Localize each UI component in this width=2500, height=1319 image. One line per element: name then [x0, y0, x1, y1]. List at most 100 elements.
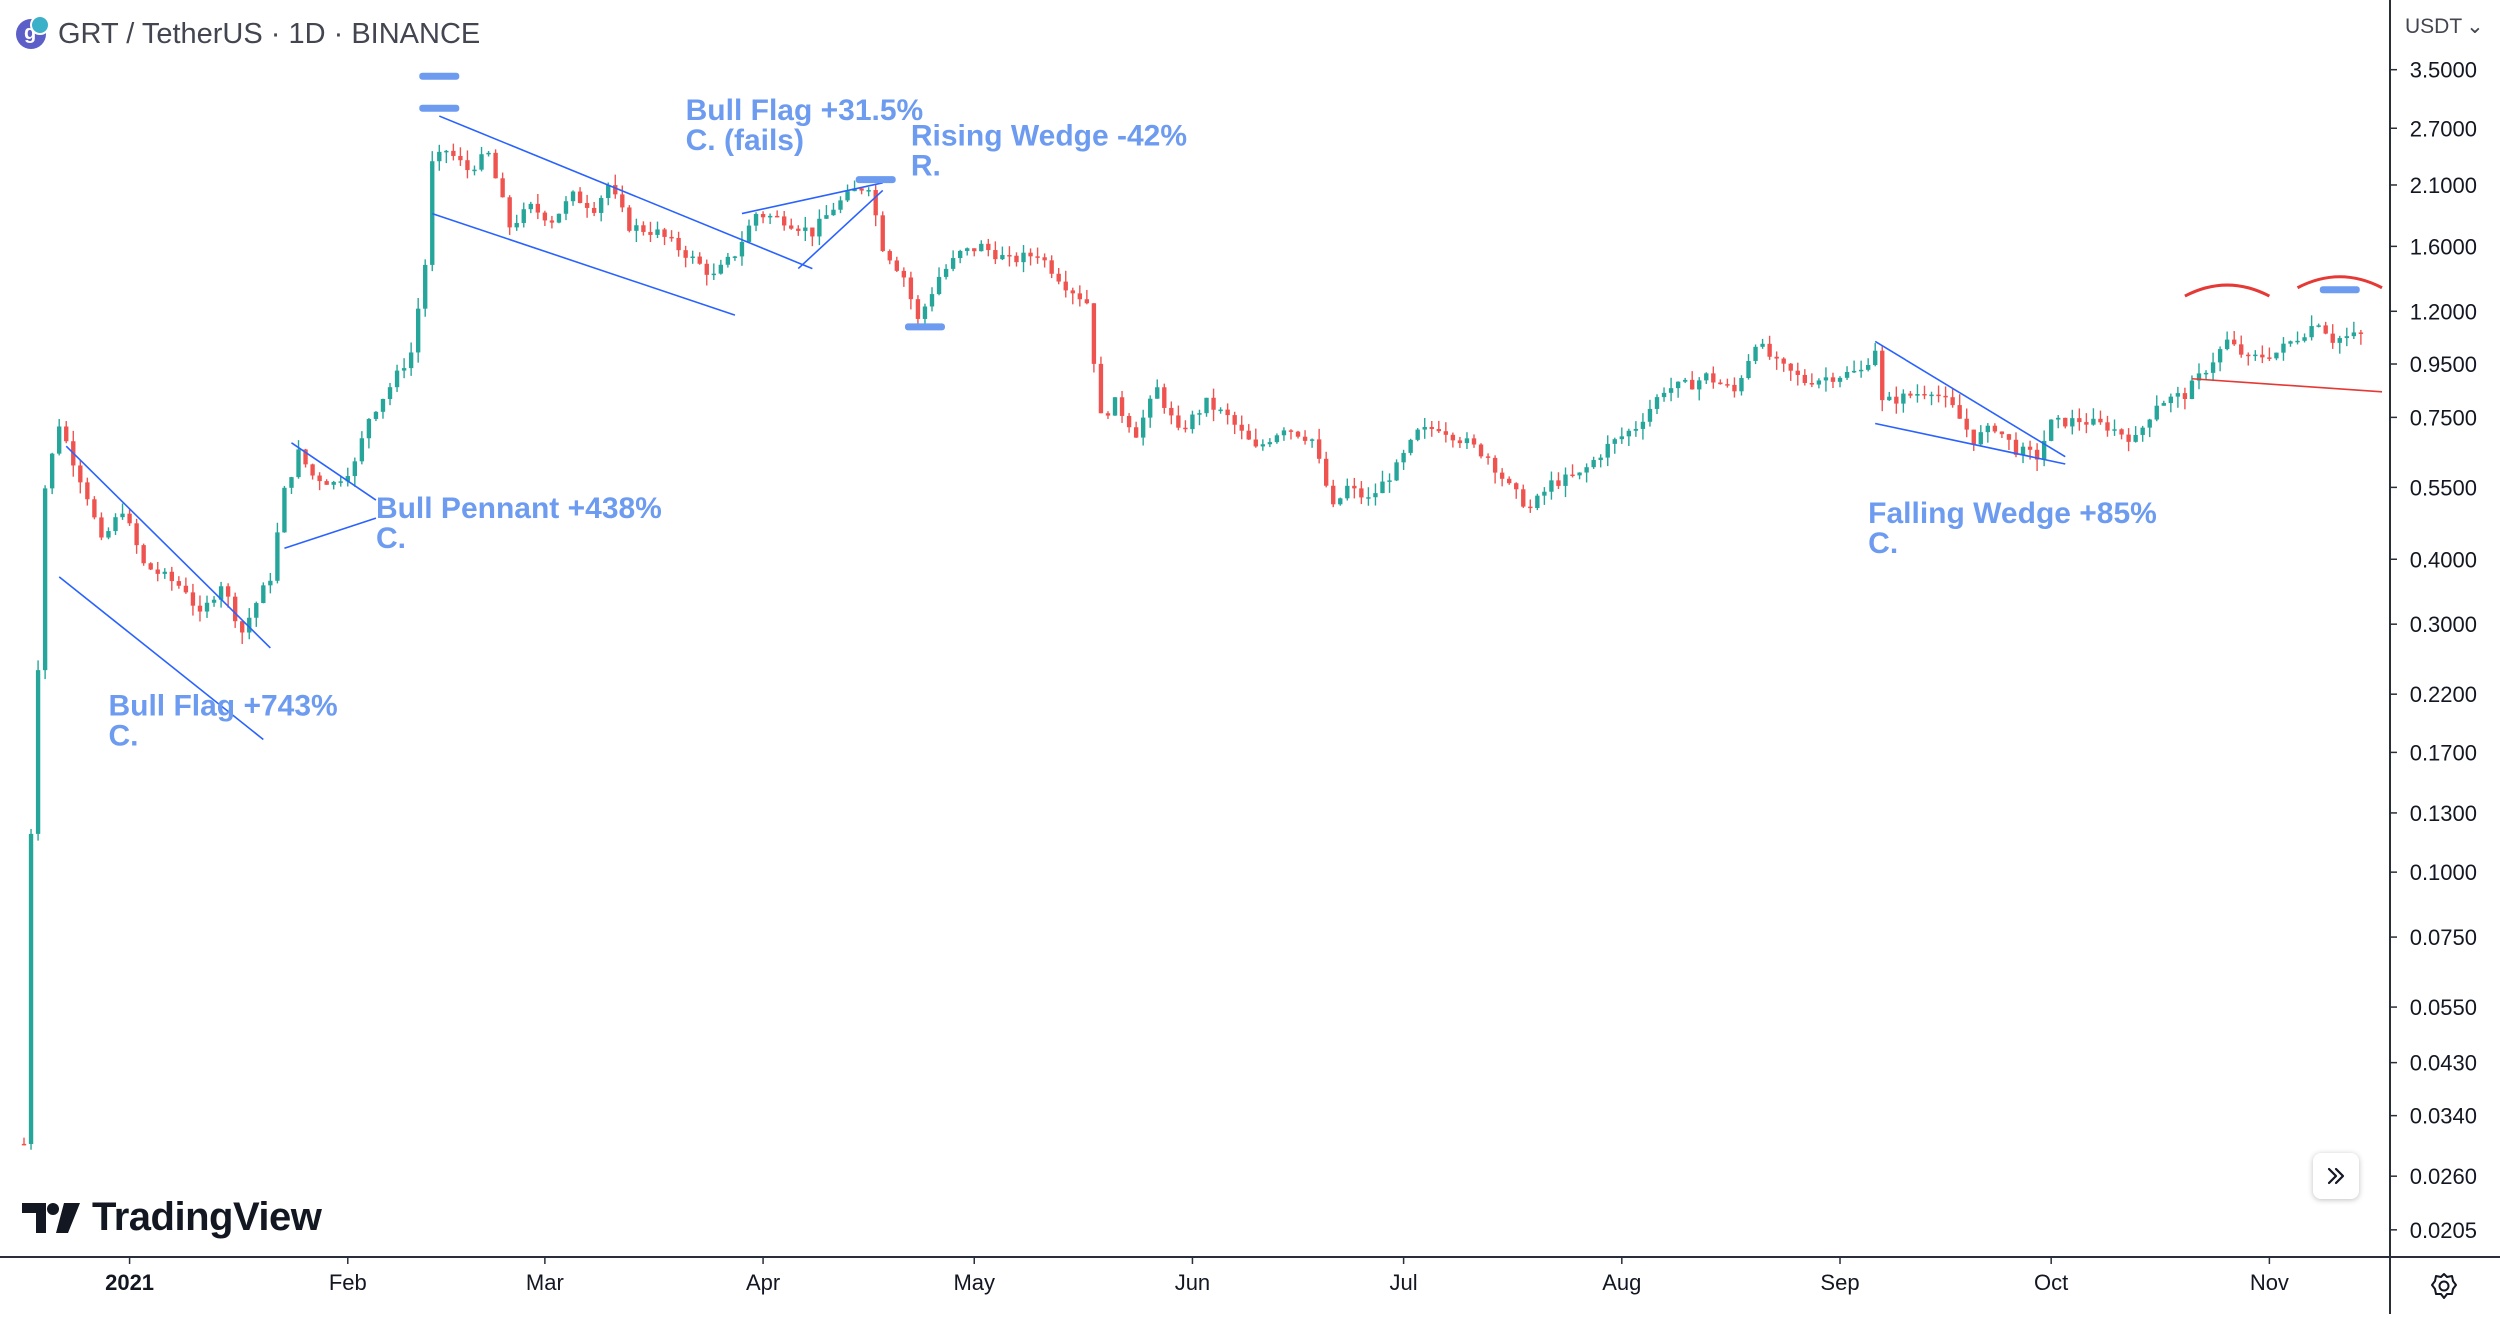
candle-down[interactable] — [1126, 415, 1132, 428]
pattern-trendline[interactable] — [438, 115, 813, 270]
candle-up[interactable] — [979, 243, 984, 252]
candle-up[interactable] — [1422, 426, 1427, 430]
candle-down[interactable] — [190, 592, 196, 606]
candle-down[interactable] — [2027, 446, 2033, 450]
candle-up[interactable] — [1408, 439, 1413, 453]
candle-up[interactable] — [957, 250, 963, 259]
level-marker[interactable] — [855, 176, 896, 184]
candle-down[interactable] — [880, 215, 885, 252]
candle-up[interactable] — [2020, 446, 2026, 455]
candle-down[interactable] — [2084, 422, 2089, 425]
candle-up[interactable] — [1837, 377, 1843, 382]
candle-up[interactable] — [1387, 480, 1392, 482]
candle-up[interactable] — [1464, 438, 1470, 444]
candle-up[interactable] — [2112, 429, 2117, 431]
candle-up[interactable] — [2048, 419, 2054, 441]
candle-down[interactable] — [2077, 418, 2082, 423]
candle-up[interactable] — [2316, 325, 2321, 327]
candle-up[interactable] — [387, 387, 393, 399]
candle-up[interactable] — [28, 833, 34, 1144]
candle-up[interactable] — [655, 229, 660, 235]
level-marker[interactable] — [419, 104, 460, 112]
pattern-trendline[interactable] — [1874, 340, 2066, 458]
candle-down[interactable] — [1922, 394, 1927, 396]
candle-down[interactable] — [1302, 436, 1308, 441]
candle-up[interactable] — [725, 256, 731, 265]
candle-up[interactable] — [866, 190, 871, 192]
candle-down[interactable] — [577, 191, 583, 203]
candle-down[interactable] — [972, 248, 977, 252]
candle-down[interactable] — [1478, 444, 1484, 457]
candle-up[interactable] — [2309, 326, 2314, 338]
candle-up[interactable] — [753, 214, 759, 226]
candle-up[interactable] — [479, 154, 484, 170]
candle-up[interactable] — [1155, 387, 1160, 399]
candle-up[interactable] — [528, 203, 533, 210]
candle-down[interactable] — [1331, 485, 1336, 505]
candle-down[interactable] — [1830, 377, 1836, 382]
candle-up[interactable] — [1901, 393, 1906, 404]
candle-up[interactable] — [1865, 365, 1871, 370]
candle-up[interactable] — [2224, 339, 2230, 350]
candle-down[interactable] — [1077, 293, 1083, 300]
candle-down[interactable] — [78, 465, 83, 483]
candle-up[interactable] — [1197, 413, 1202, 415]
candle-up[interactable] — [1542, 491, 1547, 496]
candle-up[interactable] — [2056, 417, 2061, 420]
candle-up[interactable] — [2337, 338, 2342, 343]
candle-up[interactable] — [1851, 370, 1857, 373]
candle-down[interactable] — [458, 155, 463, 161]
candle-up[interactable] — [2140, 427, 2145, 435]
candle-up[interactable] — [1338, 498, 1343, 505]
candle-up[interactable] — [803, 227, 808, 231]
candle-down[interactable] — [1943, 395, 1948, 398]
candle-up[interactable] — [254, 603, 259, 618]
candle-down[interactable] — [1809, 382, 1815, 385]
candle-down[interactable] — [1007, 255, 1012, 257]
candle-down[interactable] — [620, 194, 625, 208]
candle-down[interactable] — [1718, 382, 1723, 385]
candle-up[interactable] — [1647, 408, 1653, 422]
candle-up[interactable] — [2217, 349, 2223, 363]
candle-up[interactable] — [1218, 409, 1223, 412]
candle-down[interactable] — [134, 523, 139, 546]
candle-down[interactable] — [627, 207, 632, 231]
candle-up[interactable] — [423, 264, 428, 309]
candle-up[interactable] — [521, 209, 526, 223]
candle-down[interactable] — [197, 605, 203, 612]
candle-up[interactable] — [606, 185, 611, 199]
candle-down[interactable] — [2323, 325, 2328, 334]
candle-down[interactable] — [1485, 456, 1491, 458]
candle-down[interactable] — [648, 231, 653, 235]
candle-down[interactable] — [810, 227, 815, 237]
candle-up[interactable] — [211, 599, 217, 603]
candle-up[interactable] — [922, 306, 928, 319]
candle-up[interactable] — [1704, 373, 1709, 381]
pattern-annotation[interactable]: Bull Pennant +438% C. — [376, 492, 662, 555]
candle-up[interactable] — [1915, 394, 1920, 396]
candle-down[interactable] — [127, 513, 132, 524]
candle-down[interactable] — [901, 270, 907, 278]
candle-up[interactable] — [1401, 452, 1406, 463]
candle-up[interactable] — [2133, 434, 2138, 442]
candle-down[interactable] — [1295, 431, 1301, 437]
candle-up[interactable] — [1204, 397, 1209, 414]
candle-up[interactable] — [261, 585, 266, 604]
candle-up[interactable] — [2210, 362, 2216, 373]
pattern-trendline[interactable] — [1875, 422, 2066, 465]
candle-down[interactable] — [894, 260, 899, 271]
candle-down[interactable] — [310, 464, 315, 476]
candle-up[interactable] — [1267, 442, 1273, 445]
candle-down[interactable] — [641, 225, 646, 232]
candle-up[interactable] — [1309, 439, 1315, 441]
candle-up[interactable] — [338, 481, 343, 483]
pattern-annotation[interactable]: Falling Wedge +85% C. — [1868, 497, 2157, 560]
candle-down[interactable] — [1443, 431, 1449, 435]
scroll-to-realtime-button[interactable] — [2313, 1153, 2359, 1199]
candle-up[interactable] — [57, 426, 62, 454]
candle-up[interactable] — [486, 152, 491, 155]
candle-down[interactable] — [465, 160, 470, 171]
candle-up[interactable] — [1373, 493, 1378, 498]
candle-up[interactable] — [437, 151, 442, 162]
candle-up[interactable] — [1140, 417, 1146, 438]
